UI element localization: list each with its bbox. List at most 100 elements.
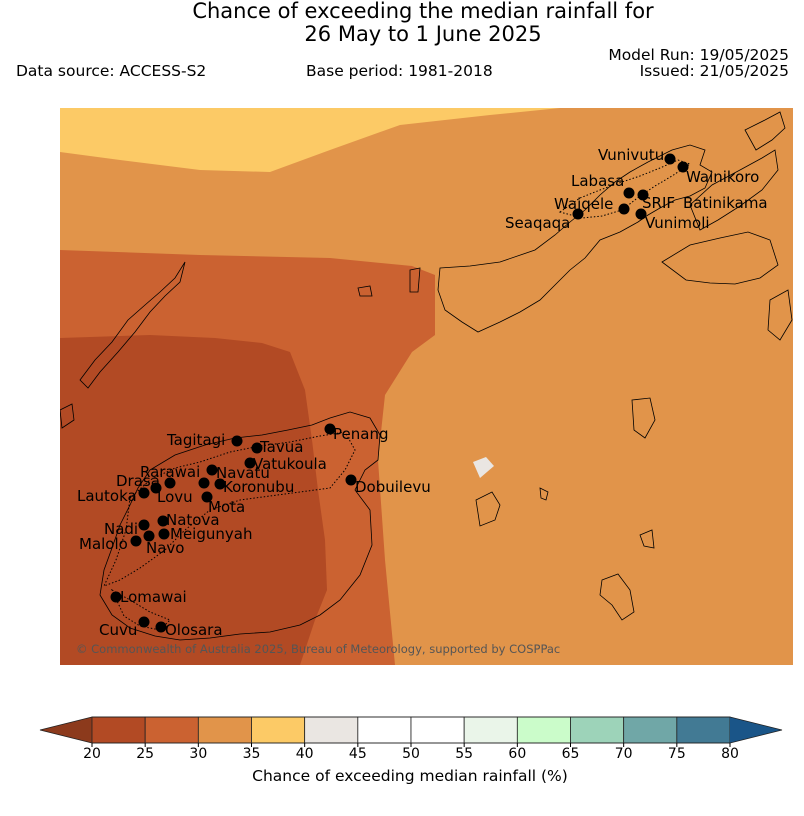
location-wainikoro[interactable]: Wainikoro — [677, 161, 760, 187]
location-label: Cuvu — [99, 621, 137, 639]
location-label: Lautoka — [77, 487, 137, 505]
location-mota[interactable]: Mota — [198, 477, 246, 517]
colorbar-bin — [91, 716, 146, 744]
location-olosara[interactable]: Olosara — [155, 621, 223, 639]
location-marker[interactable] — [110, 591, 122, 603]
location-label: Olosara — [165, 621, 223, 639]
location-dobuilevu[interactable]: Dobuilevu — [345, 474, 431, 497]
location-marker[interactable] — [143, 530, 155, 542]
location-koronubu[interactable]: Koronubu — [214, 478, 295, 496]
location-label: Koronubu — [223, 478, 294, 496]
location-marker[interactable] — [214, 478, 226, 490]
location-vunivutu[interactable]: Vunivutu — [598, 146, 676, 165]
location-marker[interactable] — [164, 477, 176, 489]
location-label: Meigunyah — [170, 525, 252, 543]
location-navo[interactable]: Navo — [143, 530, 185, 558]
location-drasa[interactable]: Drasa — [116, 472, 162, 494]
location-marker[interactable] — [635, 208, 647, 220]
location-marker[interactable] — [637, 189, 649, 201]
location-meigunyah[interactable]: Meigunyah — [158, 525, 253, 543]
base-period-text: Base period: 1981-2018 — [306, 62, 493, 80]
colorbar-tick-label: 60 — [508, 746, 526, 762]
location-lomawai[interactable]: Lomawai — [110, 588, 187, 606]
south-district-boundary — [110, 588, 171, 631]
location-vatukoula[interactable]: Vatukoula — [244, 455, 327, 473]
location-label: Lovu — [157, 488, 193, 506]
colorbar-tick-label: 30 — [189, 746, 207, 762]
data-source-text: Data source: ACCESS-S2 — [16, 62, 207, 80]
location-seaqaqa[interactable]: Seaqaqa — [505, 208, 584, 233]
location-label: SRIF — [642, 194, 675, 212]
location-label: Lomawai — [120, 588, 187, 606]
location-marker[interactable] — [345, 474, 357, 486]
location-label: Drasa — [116, 472, 160, 490]
colorbar-bin — [463, 716, 518, 744]
location-vunimoli[interactable]: Vunimoli — [635, 208, 710, 233]
location-malolo[interactable]: Malolo — [79, 535, 142, 553]
location-lovu[interactable]: Lovu — [157, 477, 193, 507]
colorbar-tick-label: 20 — [83, 746, 101, 762]
location-srif[interactable]: SRIF — [637, 189, 676, 213]
band-20-25 — [60, 335, 327, 665]
location-marker[interactable] — [150, 482, 162, 494]
location-marker[interactable] — [251, 442, 263, 454]
location-navatu[interactable]: Navatu — [213, 464, 270, 482]
location-marker[interactable] — [155, 621, 167, 633]
location-label: Nadi — [104, 520, 138, 538]
location-marker[interactable] — [244, 457, 256, 469]
probability-shading — [60, 108, 793, 665]
location-marker[interactable] — [198, 477, 210, 489]
colorbar-tick-label: 70 — [615, 746, 633, 762]
location-tagitagi[interactable]: Tagitagi — [166, 431, 243, 449]
colorbar-tick-label: 45 — [349, 746, 367, 762]
location-labasa[interactable]: Labasa — [571, 172, 635, 199]
colorbar-bin — [144, 716, 199, 744]
colorbar-bin — [304, 716, 359, 744]
location-marker[interactable] — [623, 187, 635, 199]
location-marker[interactable] — [677, 161, 689, 173]
location-label: Mota — [208, 498, 245, 516]
location-marker[interactable] — [231, 435, 243, 447]
location-label: Penang — [333, 425, 388, 443]
lau-island-2 — [599, 573, 635, 621]
colorbar-bin — [676, 716, 731, 744]
location-marker[interactable] — [130, 535, 142, 547]
location-nadi[interactable]: Nadi — [104, 519, 150, 539]
colorbar-ticks: 20 25 30 35 40 45 50 55 60 65 70 75 80 — [83, 743, 739, 762]
gau-island — [539, 487, 549, 501]
location-label: Seaqaqa — [505, 214, 570, 232]
map-title-line2: 26 May to 1 June 2025 — [304, 22, 542, 46]
colorbar-tick-label: 55 — [455, 746, 473, 762]
location-marker[interactable] — [618, 203, 630, 215]
location-marker[interactable] — [138, 616, 150, 628]
location-lautoka[interactable]: Lautoka — [77, 487, 150, 505]
location-marker[interactable] — [158, 528, 170, 540]
location-penang[interactable]: Penang — [324, 423, 389, 444]
colorbar-bin — [623, 716, 678, 744]
location-marker[interactable] — [157, 515, 169, 527]
location-label: Tagitagi — [166, 431, 225, 449]
location-tavua[interactable]: Tavua — [251, 438, 304, 456]
location-cuvu[interactable]: Cuvu — [99, 616, 150, 640]
rotuma-islet — [357, 285, 373, 297]
location-marker[interactable] — [206, 464, 218, 476]
colorbar-bin — [516, 716, 571, 744]
location-marker[interactable] — [138, 487, 150, 499]
location-marker[interactable] — [572, 208, 584, 220]
location-marker[interactable] — [138, 519, 150, 531]
location-marker[interactable] — [201, 491, 213, 503]
location-batinikama[interactable]: Batinikama — [628, 194, 768, 212]
yadua-islet — [409, 267, 421, 293]
colorbar-tick-label: 35 — [243, 746, 261, 762]
location-natova[interactable]: Natova — [157, 511, 220, 529]
location-label: Vunimoli — [645, 214, 710, 232]
location-label: Waiqele — [554, 195, 613, 213]
location-marker[interactable] — [324, 423, 336, 435]
lau-island-1 — [639, 529, 655, 549]
location-label: Malolo — [79, 535, 128, 553]
location-label: Navatu — [216, 464, 270, 482]
location-marker[interactable] — [664, 153, 676, 165]
location-waiqele[interactable]: Waiqele — [554, 195, 630, 215]
location-rarawai[interactable]: Rarawai — [140, 463, 218, 481]
